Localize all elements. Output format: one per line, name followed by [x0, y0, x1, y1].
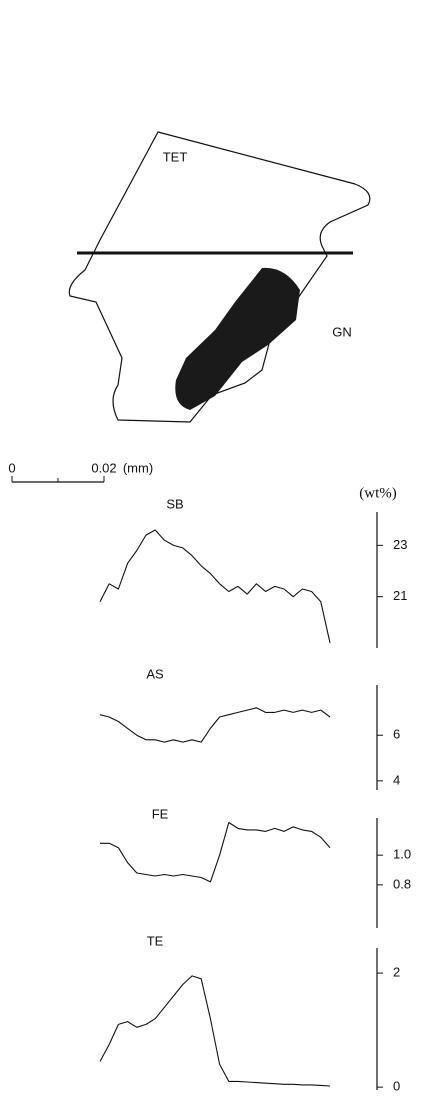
y-tick-label: 4: [393, 772, 400, 787]
y-tick-label: 2: [393, 965, 400, 980]
scale-tick-label: 0.02: [91, 460, 116, 475]
profile-line: [100, 823, 330, 882]
profile-title: AS: [146, 666, 164, 681]
profile-line: [100, 976, 330, 1086]
y-tick-label: 6: [393, 727, 400, 742]
profile-title: SB: [166, 496, 183, 511]
unit-label: (wt%): [359, 485, 397, 501]
grain-label: TET: [163, 149, 188, 164]
profile-line: [100, 530, 330, 643]
figure: TET GN (mm) (wt%) 0 0.02 SB 23 21 AS 6 4 FE 1.0 0.…: [0, 0, 421, 1097]
y-tick-label: 23: [393, 537, 407, 552]
y-tick-label: 1.0: [393, 847, 411, 862]
profile-title: TE: [147, 933, 164, 948]
inclusion-label: GN: [332, 324, 352, 339]
scale-tick-label: 0: [8, 460, 15, 475]
y-tick-label: 0: [393, 1079, 400, 1094]
profile-title: FE: [152, 806, 169, 821]
inclusion: [175, 268, 300, 410]
scale-unit: (mm): [123, 460, 153, 475]
y-tick-label: 21: [393, 588, 407, 603]
y-tick-label: 0.8: [393, 876, 411, 891]
profile-line: [100, 708, 330, 742]
